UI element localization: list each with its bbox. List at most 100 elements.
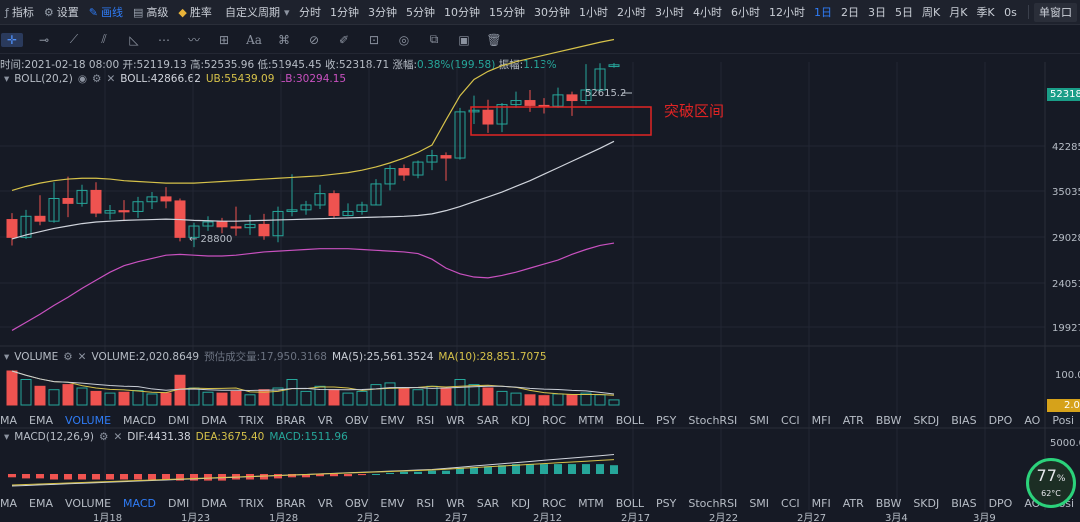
indicator-tab-smi[interactable]: SMI — [749, 413, 770, 427]
period-7[interactable]: 1小时 — [579, 6, 608, 19]
indicator-tab-ao[interactable]: AO — [1024, 413, 1041, 427]
period-9[interactable]: 3小时 — [655, 6, 684, 19]
indicator-tab-dpo[interactable]: DPO — [988, 496, 1013, 510]
indicator-tab-ema[interactable]: EMA — [29, 496, 53, 510]
period-3[interactable]: 5分钟 — [406, 6, 435, 19]
period-1[interactable]: 1分钟 — [330, 6, 359, 19]
indicator-tab-skdj[interactable]: SKDJ — [913, 496, 940, 510]
close-icon[interactable]: ✕ — [106, 73, 116, 85]
winrate-button[interactable]: ◆ 胜率 — [178, 5, 212, 20]
indicator-tab-cci[interactable]: CCI — [781, 413, 800, 427]
custom-period-dropdown[interactable]: 自定义周期 ▾ — [224, 5, 290, 20]
indicator-tab-boll[interactable]: BOLL — [615, 496, 645, 510]
crosshair-icon[interactable]: ✛ — [1, 32, 23, 47]
indicator-tab-dpo[interactable]: DPO — [988, 413, 1013, 427]
close-icon[interactable]: ✕ — [113, 431, 123, 443]
gear-icon[interactable]: ⚙ — [99, 431, 109, 443]
period-2[interactable]: 3分钟 — [368, 6, 397, 19]
indicator-tab-atr[interactable]: ATR — [842, 413, 864, 427]
indicator-tab-rsi[interactable]: RSI — [416, 496, 435, 510]
measure-icon[interactable]: ⋯ — [158, 32, 170, 47]
grid-icon[interactable]: ⊞ — [218, 32, 230, 47]
hide-icon[interactable]: ◎ — [398, 32, 410, 47]
collapse-icon[interactable]: ▾ — [4, 73, 10, 85]
indicator-tab-volume[interactable]: VOLUME — [64, 496, 112, 510]
indicator-tab-trix[interactable]: TRIX — [238, 413, 264, 427]
indicator-tab-bbw[interactable]: BBW — [875, 496, 902, 510]
indicator-tab-dma[interactable]: DMA — [201, 413, 227, 427]
indicator-tab-roc[interactable]: ROC — [542, 413, 567, 427]
refresh-interval[interactable]: 0s — [1004, 5, 1017, 19]
ray-line-icon[interactable]: ⟋ — [69, 32, 79, 46]
gear-icon[interactable]: ⚙ — [63, 350, 73, 363]
indicator-tab-stochrsi[interactable]: StochRSI — [688, 413, 738, 427]
indicator-tab-brar[interactable]: BRAR — [275, 413, 306, 427]
collapse-icon[interactable]: ▾ — [4, 431, 10, 443]
indicator-tab-position[interactable]: Position — [1052, 413, 1074, 427]
period-12[interactable]: 12小时 — [769, 6, 805, 19]
performance-gauge[interactable]: 77% 62°C — [1026, 458, 1076, 508]
period-4[interactable]: 10分钟 — [444, 6, 480, 19]
indicator-tab-rsi[interactable]: RSI — [416, 413, 435, 427]
gear-icon[interactable]: ⚙ — [92, 73, 102, 85]
indicator-tab-bias[interactable]: BIAS — [951, 496, 977, 510]
indicator-tab-brar[interactable]: BRAR — [275, 496, 306, 510]
indicator-tab-trix[interactable]: TRIX — [238, 496, 264, 510]
period-16[interactable]: 5日 — [895, 6, 913, 19]
period-13[interactable]: 1日 — [814, 6, 832, 19]
indicator-tab-psy[interactable]: PSY — [656, 496, 677, 510]
indicator-tab-volume[interactable]: VOLUME — [64, 413, 112, 427]
wave-icon[interactable]: 〰 — [187, 33, 200, 47]
indicator-tab-bbw[interactable]: BBW — [875, 413, 902, 427]
parallel-channel-icon[interactable]: ⫽ — [101, 32, 107, 46]
period-17[interactable]: 周K — [922, 6, 941, 19]
draw-line-button[interactable]: ✎ 画线 — [88, 5, 123, 20]
horizontal-line-icon[interactable]: ⊸ — [38, 32, 50, 47]
advanced-button[interactable]: ▤ 高级 — [132, 5, 169, 20]
indicator-tab-ema[interactable]: EMA — [29, 413, 53, 427]
indicator-tab-obv[interactable]: OBV — [345, 413, 369, 427]
indicator-tab-skdj[interactable]: SKDJ — [913, 413, 940, 427]
lock-icon[interactable]: ⊡ — [368, 32, 380, 47]
period-0[interactable]: 分时 — [299, 6, 321, 19]
eye-icon[interactable]: ◉ — [77, 73, 88, 85]
close-icon[interactable]: ✕ — [77, 350, 87, 363]
indicator-tab-atr[interactable]: ATR — [842, 496, 864, 510]
period-15[interactable]: 3日 — [868, 6, 886, 19]
period-11[interactable]: 6小时 — [731, 6, 760, 19]
settings-button[interactable]: ⚙ 设置 — [43, 5, 79, 20]
indicator-tab-ma[interactable]: MA — [0, 413, 18, 427]
indicator-tab-mfi[interactable]: MFI — [811, 496, 831, 510]
indicator-tab-dma[interactable]: DMA — [201, 496, 227, 510]
indicator-tab-emv[interactable]: EMV — [380, 496, 405, 510]
indicator-tab-psy[interactable]: PSY — [656, 413, 677, 427]
indicator-tab-mfi[interactable]: MFI — [811, 413, 831, 427]
period-10[interactable]: 4小时 — [693, 6, 722, 19]
indicator-button[interactable]: ƒ 指标 — [5, 5, 34, 20]
period-5[interactable]: 15分钟 — [489, 6, 525, 19]
collapse-icon[interactable]: ▾ — [4, 350, 10, 363]
magnet-icon[interactable]: ⌘ — [278, 32, 290, 47]
indicator-tab-obv[interactable]: OBV — [345, 496, 369, 510]
ruler-icon[interactable]: ✐ — [338, 32, 350, 47]
indicator-tab-wr[interactable]: WR — [446, 496, 465, 510]
indicator-tab-roc[interactable]: ROC — [542, 496, 567, 510]
eraser-icon[interactable]: ⊘ — [308, 32, 320, 47]
indicator-tab-dmi[interactable]: DMI — [168, 496, 190, 510]
indicator-tab-macd[interactable]: MACD — [123, 413, 157, 427]
layers-icon[interactable]: ▣ — [458, 32, 470, 47]
indicator-tab-smi[interactable]: SMI — [749, 496, 770, 510]
period-6[interactable]: 30分钟 — [534, 6, 570, 19]
triangle-icon[interactable]: ◺ — [129, 32, 139, 47]
indicator-tab-mtm[interactable]: MTM — [578, 413, 604, 427]
single-window-button[interactable]: 单窗口 — [1034, 2, 1077, 22]
period-8[interactable]: 2小时 — [617, 6, 646, 19]
indicator-tab-wr[interactable]: WR — [446, 413, 465, 427]
indicator-tab-vr[interactable]: VR — [317, 413, 333, 427]
period-18[interactable]: 月K — [949, 6, 968, 19]
indicator-tab-kdj[interactable]: KDJ — [511, 496, 531, 510]
indicator-tab-cci[interactable]: CCI — [781, 496, 800, 510]
trash-icon[interactable]: 🗑 — [486, 32, 502, 47]
period-19[interactable]: 季K — [976, 6, 995, 19]
indicator-tab-ma[interactable]: MA — [0, 496, 18, 510]
